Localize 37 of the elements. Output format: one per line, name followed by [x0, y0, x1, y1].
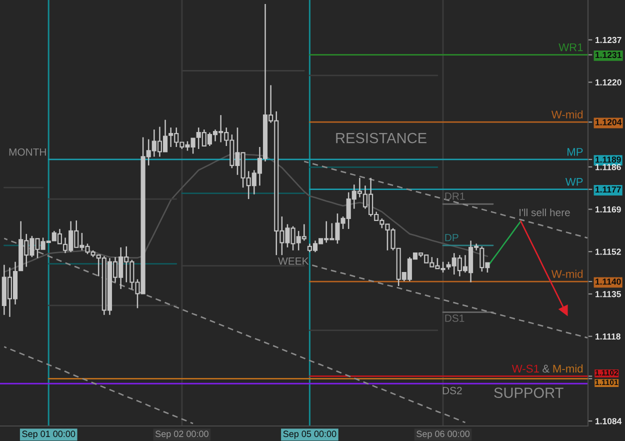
y-tick-label: 1.1169 [595, 206, 621, 213]
series-label: W-mid [551, 110, 583, 118]
annotation: RESISTANCE [336, 132, 426, 144]
series-label: WR1 [558, 43, 583, 52]
line-series [309, 264, 588, 339]
annotation: MONTH [9, 148, 46, 156]
line-series [486, 220, 522, 268]
series-label: MP [568, 148, 583, 156]
y-tick-label: 1.1237 [595, 36, 622, 44]
annotation: SUPPORT [494, 388, 564, 398]
y-tick-label: 1.1189 [595, 156, 621, 163]
y-tick-label: 1.1220 [595, 79, 622, 86]
line-series [3, 346, 194, 424]
y-tick-label: 1.1177 [595, 186, 621, 193]
annotation: & [542, 364, 550, 373]
series-label: DP [445, 234, 458, 242]
annotation: I'll sell here [520, 208, 570, 216]
y-tick-label: 1.1118 [595, 333, 620, 340]
series-label: W-mid [551, 270, 583, 278]
x-tick-label: Sep 06 00:00 [416, 430, 470, 439]
series-label: DS1 [445, 314, 464, 322]
annotation: DS2 [442, 386, 462, 394]
series-label: W-S1 [512, 364, 539, 373]
y-tick-label: 1.1135 [595, 291, 621, 298]
series-label: WP [565, 178, 583, 186]
y-tick-label: 1.1204 [595, 119, 622, 126]
y-tick-label: 1.1140 [595, 278, 621, 285]
x-tick-label: Sep 01 00:00 [22, 430, 76, 439]
y-tick-label: 1.1186 [595, 164, 621, 170]
y-tick-label: 1.1231 [595, 52, 622, 58]
x-tick-label: Sep 02 00:00 [155, 430, 208, 439]
y-tick-label: 1.1084 [595, 418, 622, 424]
series-label: DR1 [445, 192, 465, 200]
series-label: M-mid [553, 364, 583, 373]
annotation: WEEK [278, 258, 309, 265]
x-tick-label: Sep 05 00:00 [283, 430, 336, 439]
y-tick-label: 1.1152 [595, 248, 621, 255]
